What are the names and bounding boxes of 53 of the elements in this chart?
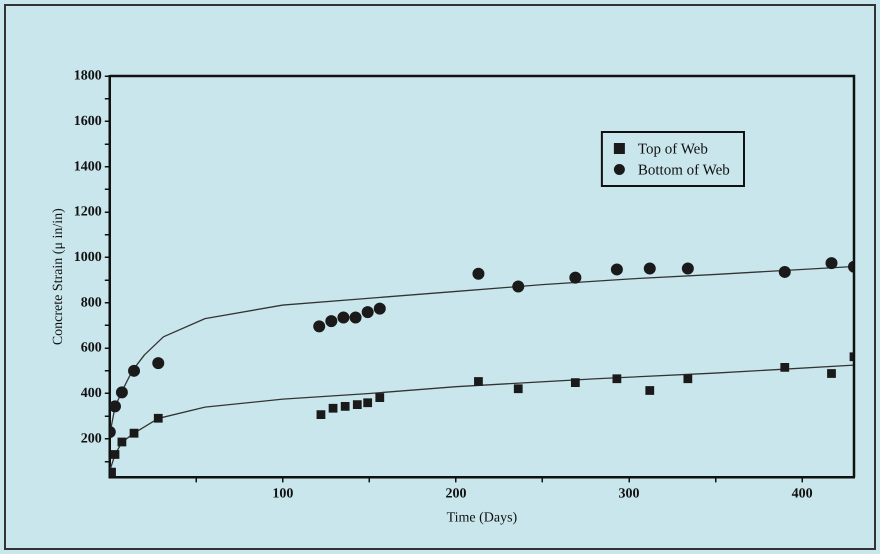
legend-label: Bottom of Web	[638, 162, 730, 178]
point	[778, 266, 791, 278]
point	[340, 402, 350, 411]
x-tick-label: 100	[272, 486, 294, 502]
y-tick-label: 1800	[74, 68, 102, 84]
point	[826, 257, 838, 270]
point	[514, 384, 523, 394]
point	[827, 369, 836, 378]
x-axis-title: Time (Days)	[446, 510, 518, 526]
y-axis-title: Concrete Strain (μ in/in)	[51, 208, 66, 346]
legend-label: Top of Web	[638, 141, 708, 158]
point	[352, 400, 362, 409]
point	[645, 386, 654, 395]
point	[337, 312, 350, 324]
point	[313, 320, 326, 332]
y-tick-label: 1600	[74, 114, 102, 129]
point	[116, 386, 128, 398]
point	[570, 378, 580, 387]
point	[512, 280, 524, 292]
point	[350, 312, 362, 324]
point	[683, 374, 692, 384]
y-tick-label: 400	[80, 386, 102, 402]
point	[569, 272, 582, 284]
x-tick-label: 400	[792, 486, 813, 502]
point	[682, 262, 694, 275]
point	[363, 398, 372, 408]
x-tick-label: 300	[618, 486, 640, 502]
point	[644, 262, 656, 275]
y-tick-label: 1400	[74, 159, 102, 174]
point	[472, 268, 484, 280]
y-tick-label: 800	[80, 295, 102, 310]
point	[374, 302, 386, 315]
point	[128, 364, 140, 377]
point	[375, 393, 384, 402]
point	[118, 438, 126, 446]
point	[780, 363, 790, 372]
y-tick-label: 1200	[74, 204, 102, 220]
point	[110, 450, 120, 459]
point	[130, 428, 138, 438]
point	[362, 306, 374, 318]
point	[110, 400, 121, 412]
point	[474, 377, 483, 386]
y-tick-label: 1000	[74, 250, 102, 266]
point	[612, 374, 622, 384]
y-tick-label: 600	[80, 340, 102, 356]
x-tick-label: 200	[445, 486, 466, 502]
point	[154, 414, 163, 423]
point	[328, 404, 338, 413]
y-tick-label: 200	[80, 431, 102, 446]
point	[152, 357, 164, 370]
point	[316, 410, 326, 419]
point	[325, 315, 338, 328]
point	[610, 263, 623, 276]
